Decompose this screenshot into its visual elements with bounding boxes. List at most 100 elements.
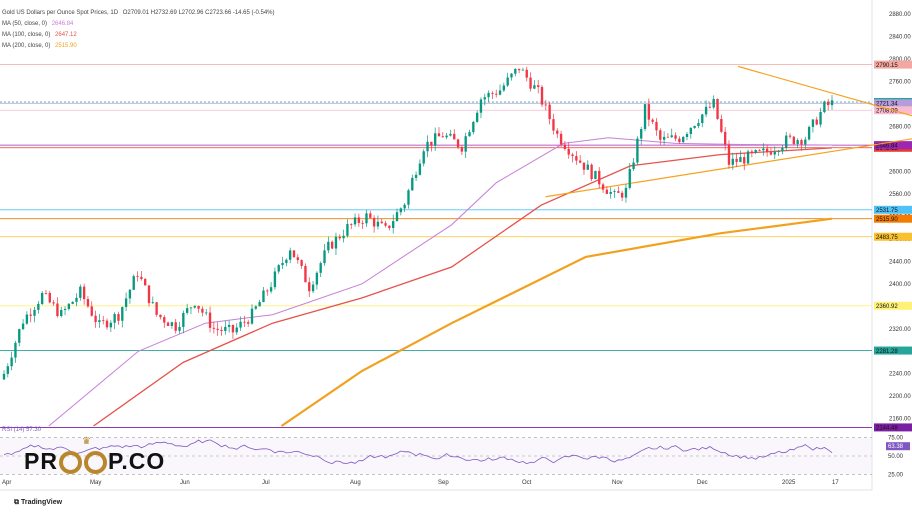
candle-body bbox=[147, 285, 151, 304]
ma200-line bbox=[280, 217, 833, 427]
candle-body bbox=[613, 191, 616, 193]
candle-body bbox=[514, 68, 517, 74]
candle-body bbox=[437, 133, 441, 137]
candle-body bbox=[563, 144, 567, 149]
level-price-badge bbox=[874, 205, 912, 214]
candle-body bbox=[395, 212, 399, 222]
candle-body bbox=[90, 306, 93, 316]
candle-body bbox=[384, 223, 387, 226]
candle-body bbox=[407, 190, 410, 205]
candle-body bbox=[277, 265, 280, 272]
candle-body bbox=[617, 191, 620, 193]
candle-body bbox=[678, 138, 681, 143]
tradingview-credit: ⧉ TradingView bbox=[14, 499, 62, 507]
candle-body bbox=[105, 320, 109, 328]
candle-body bbox=[151, 302, 154, 304]
ma50-legend: MA (50, close, 0) 2646.84 bbox=[2, 19, 275, 30]
y-tick-label: 2560.00 bbox=[889, 192, 911, 198]
candle-body bbox=[788, 135, 792, 137]
candle-body bbox=[662, 136, 666, 140]
candle-body bbox=[319, 263, 322, 273]
candle-body bbox=[422, 151, 425, 164]
ma100-legend: MA (100, close, 0) 2647.12 bbox=[2, 30, 275, 41]
candle-body bbox=[701, 114, 704, 124]
candle-body bbox=[170, 322, 174, 326]
symbol-header: Gold US Dollars per Ounce Spot Prices, 1… bbox=[2, 8, 275, 19]
candle-body bbox=[594, 170, 597, 180]
ma50-label: MA (50, close, 0) bbox=[2, 21, 48, 27]
logo-ring-icon bbox=[83, 451, 107, 474]
candle-body bbox=[773, 151, 776, 155]
y-tick-label: 2680.00 bbox=[889, 124, 911, 130]
candle-body bbox=[685, 133, 689, 137]
candle-body bbox=[475, 112, 479, 122]
candle-body bbox=[372, 217, 376, 227]
candle-body bbox=[544, 104, 548, 106]
candle-body bbox=[166, 322, 170, 326]
candle-body bbox=[334, 236, 338, 249]
candle-body bbox=[21, 323, 25, 330]
candle-body bbox=[483, 97, 486, 100]
candle-body bbox=[533, 85, 536, 89]
candle-body bbox=[590, 164, 593, 180]
x-tick-label: Dec bbox=[697, 480, 708, 486]
candle-body bbox=[785, 135, 788, 148]
level-price-badge bbox=[874, 423, 912, 432]
rsi-legend: RSI (14) 57.30 bbox=[2, 427, 41, 433]
candle-body bbox=[632, 162, 635, 170]
y-tick-label: 2240.00 bbox=[889, 372, 911, 378]
candle-body bbox=[792, 136, 796, 145]
y-tick-label: 2880.00 bbox=[889, 12, 911, 18]
x-tick-label: Nov bbox=[612, 480, 623, 486]
candle-body bbox=[243, 321, 246, 323]
candle-body bbox=[609, 192, 612, 194]
candle-body bbox=[52, 302, 55, 304]
candle-body bbox=[269, 287, 273, 292]
candle-body bbox=[430, 141, 433, 146]
candle-body bbox=[731, 158, 734, 165]
candle-body bbox=[823, 101, 826, 113]
tradingview-icon: ⧉ bbox=[14, 499, 21, 506]
level-price-badge bbox=[874, 301, 912, 310]
candle-body bbox=[102, 320, 105, 321]
candle-body bbox=[304, 265, 307, 283]
candle-body bbox=[552, 119, 555, 131]
candle-body bbox=[361, 222, 364, 224]
candle-body bbox=[651, 119, 654, 122]
candle-body bbox=[414, 174, 418, 178]
candle-body bbox=[426, 141, 429, 152]
candle-body bbox=[655, 121, 658, 131]
candle-body bbox=[525, 69, 528, 78]
candle-body bbox=[819, 112, 822, 125]
candle-body bbox=[804, 139, 807, 145]
candle-body bbox=[60, 309, 63, 317]
rsi-value: 57.30 bbox=[26, 427, 42, 433]
x-tick-label: Aug bbox=[350, 480, 361, 486]
candle-body bbox=[754, 149, 757, 153]
candle-body bbox=[472, 121, 475, 133]
rsi-label: RSI (14) bbox=[2, 427, 25, 433]
candle-body bbox=[357, 217, 361, 223]
candle-body bbox=[712, 98, 715, 108]
candle-body bbox=[586, 164, 589, 170]
ma200-label: MA (200, close, 0) bbox=[2, 43, 51, 49]
candle-body bbox=[746, 151, 750, 164]
rsi-level-label: 50.00 bbox=[888, 454, 904, 460]
candle-body bbox=[601, 184, 605, 190]
candle-body bbox=[380, 221, 383, 224]
candle-body bbox=[79, 286, 82, 298]
triangle-trendline bbox=[737, 65, 912, 117]
candle-body bbox=[517, 68, 521, 71]
candle-body bbox=[144, 279, 147, 286]
candle-body bbox=[323, 250, 326, 264]
level-price-badge bbox=[874, 346, 912, 355]
candle-body bbox=[247, 322, 250, 324]
candle-body bbox=[433, 133, 437, 146]
candle-body bbox=[75, 297, 78, 302]
candle-body bbox=[136, 276, 139, 277]
level-price-badge bbox=[874, 232, 912, 241]
candle-body bbox=[258, 302, 261, 307]
level-price-label: 2708.89 bbox=[876, 109, 898, 115]
